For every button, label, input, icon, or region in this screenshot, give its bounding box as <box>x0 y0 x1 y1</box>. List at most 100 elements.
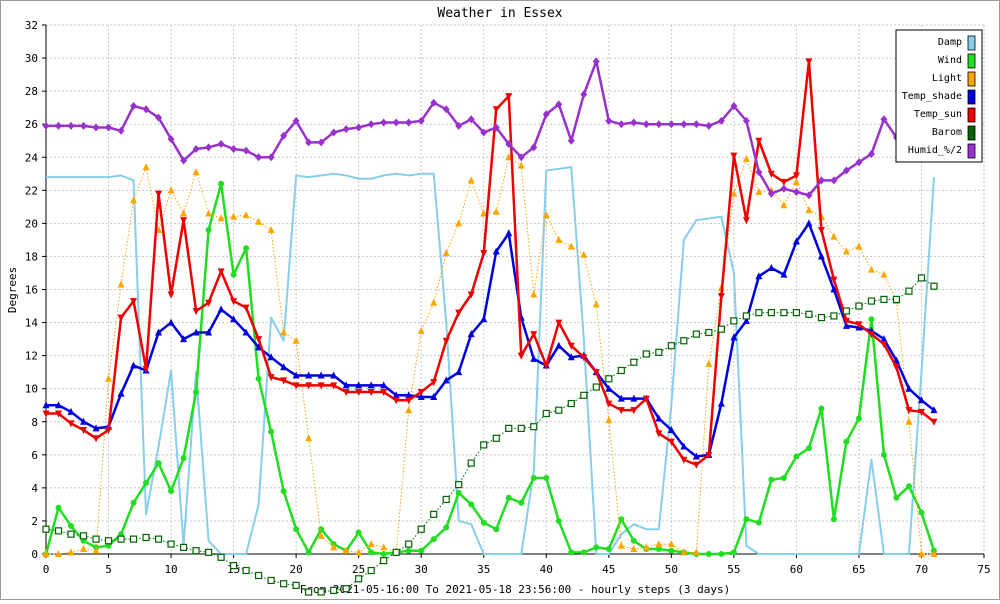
point <box>367 540 375 548</box>
point <box>92 435 100 443</box>
point <box>742 312 750 320</box>
point <box>530 290 538 298</box>
point <box>405 406 413 414</box>
point <box>680 442 688 450</box>
point <box>317 138 325 147</box>
point <box>180 209 188 217</box>
point <box>492 247 500 255</box>
point <box>267 353 275 361</box>
point <box>280 131 288 140</box>
point <box>405 118 413 127</box>
point <box>718 551 725 557</box>
point <box>480 315 488 323</box>
point <box>530 423 538 431</box>
point <box>567 353 575 361</box>
point <box>880 115 888 124</box>
point <box>892 364 900 372</box>
point <box>230 298 238 306</box>
point <box>442 337 450 345</box>
point <box>805 206 813 214</box>
point <box>780 309 788 317</box>
point <box>405 397 413 405</box>
point <box>555 100 563 109</box>
point <box>755 187 763 195</box>
point <box>318 526 325 533</box>
point <box>692 452 700 460</box>
point <box>230 271 237 278</box>
point <box>317 382 325 390</box>
point <box>492 123 500 132</box>
point <box>905 483 912 490</box>
point <box>317 588 325 596</box>
point <box>605 384 613 392</box>
point <box>467 176 475 184</box>
point <box>830 276 838 284</box>
point <box>792 309 801 317</box>
point <box>568 549 575 556</box>
point <box>442 249 450 257</box>
point <box>280 488 287 495</box>
point <box>730 333 738 341</box>
point <box>605 375 613 383</box>
point <box>192 328 200 336</box>
point <box>255 375 262 382</box>
y-tick-label: 24 <box>25 151 39 164</box>
legend-swatch <box>967 53 976 69</box>
point <box>330 586 338 594</box>
point <box>117 126 125 135</box>
point <box>842 321 850 329</box>
point <box>242 146 250 155</box>
point <box>42 121 50 130</box>
point <box>280 580 288 588</box>
point <box>417 525 425 533</box>
series-line <box>44 182 936 556</box>
point <box>680 548 688 556</box>
point <box>880 295 888 304</box>
point <box>842 307 851 315</box>
point <box>117 280 125 288</box>
point <box>293 526 300 533</box>
point <box>592 57 600 66</box>
point <box>830 285 838 293</box>
point <box>104 537 113 545</box>
x-tick-label: 75 <box>977 563 990 576</box>
point <box>692 548 700 556</box>
x-tick-label: 45 <box>602 563 615 576</box>
point <box>855 242 863 250</box>
point <box>668 547 675 554</box>
point <box>480 209 488 217</box>
point <box>917 408 925 416</box>
point <box>593 544 600 551</box>
point <box>555 319 563 327</box>
point <box>55 410 63 418</box>
point <box>242 211 250 219</box>
point <box>855 302 863 310</box>
point <box>517 352 525 360</box>
point <box>330 371 338 379</box>
point <box>755 309 763 317</box>
point <box>530 143 538 152</box>
point <box>392 391 400 399</box>
point <box>467 330 475 338</box>
legend-label: Damp <box>938 37 962 48</box>
point <box>880 335 888 343</box>
point <box>505 494 512 501</box>
point <box>430 98 438 107</box>
point <box>830 176 838 185</box>
point <box>555 341 563 349</box>
x-tick-label: 55 <box>727 563 740 576</box>
x-tick-label: 0 <box>43 563 50 576</box>
point <box>67 530 75 538</box>
legend-label: Wind <box>938 55 962 66</box>
point <box>380 557 388 565</box>
point <box>42 401 50 409</box>
point <box>630 537 637 544</box>
point <box>767 170 775 178</box>
point <box>555 517 562 524</box>
point <box>730 102 738 111</box>
point <box>130 102 138 111</box>
point <box>617 366 625 375</box>
point <box>592 300 600 308</box>
y-tick-label: 32 <box>25 19 38 32</box>
point <box>180 455 187 462</box>
